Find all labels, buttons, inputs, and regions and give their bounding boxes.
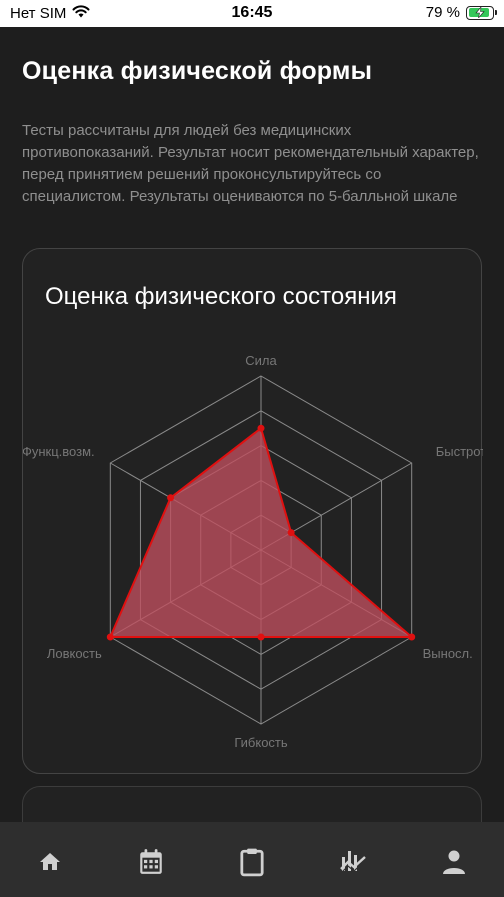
series-area — [108, 426, 415, 638]
radar-chart-card: Оценка физического состояния Сила Быстрот… — [22, 248, 483, 774]
clipboard-icon — [240, 848, 264, 877]
data-point-1 — [287, 529, 295, 537]
data-point-2 — [408, 633, 416, 641]
page-description: Тесты рассчитаны для людей без медицинск… — [22, 122, 479, 205]
stats-icon — [339, 851, 366, 874]
tab-home[interactable] — [30, 846, 70, 878]
radar-chart: Сила Быстрота Выносл. Гибкость Ловкость Функц… — [23, 353, 483, 750]
tab-profile[interactable] — [434, 846, 474, 878]
tab-calendar[interactable] — [131, 846, 171, 878]
wifi-icon — [72, 5, 90, 22]
data-point-0 — [257, 424, 265, 432]
axis-label-3: Гибкость — [234, 735, 288, 750]
data-point-5 — [167, 494, 175, 502]
data-point-4 — [106, 633, 114, 641]
axis-label-0: Сила — [245, 353, 277, 368]
card-title: Оценка физического состояния — [45, 283, 397, 310]
page-title: Оценка физической формы — [22, 57, 373, 85]
calendar-icon — [140, 849, 162, 874]
axis-label-5: Функц.возм. — [23, 444, 95, 459]
profile-icon — [442, 850, 465, 874]
tab-stats[interactable] — [333, 846, 373, 878]
status-time: 16:45 — [231, 4, 273, 21]
radar-series — [106, 424, 416, 641]
battery-charging-icon — [466, 5, 497, 20]
axis-label-4: Ловкость — [47, 646, 102, 661]
tab-bar — [0, 822, 504, 897]
data-point-3 — [257, 633, 265, 641]
axis-label-2: Выносл. — [423, 646, 473, 661]
radar-axis-labels: Сила Быстрота Выносл. Гибкость Ловкость Функц… — [23, 353, 483, 750]
carrier-label: Нет SIM — [10, 5, 67, 22]
battery-percent: 79 % — [425, 4, 460, 21]
tab-clipboard[interactable] — [232, 846, 272, 878]
axis-label-1: Быстрота — [436, 444, 483, 459]
status-bar: Нет SIM 16:45 79 % — [0, 0, 504, 27]
battery: 79 % — [425, 4, 497, 21]
home-icon — [40, 853, 61, 870]
carrier: Нет SIM — [10, 5, 90, 22]
